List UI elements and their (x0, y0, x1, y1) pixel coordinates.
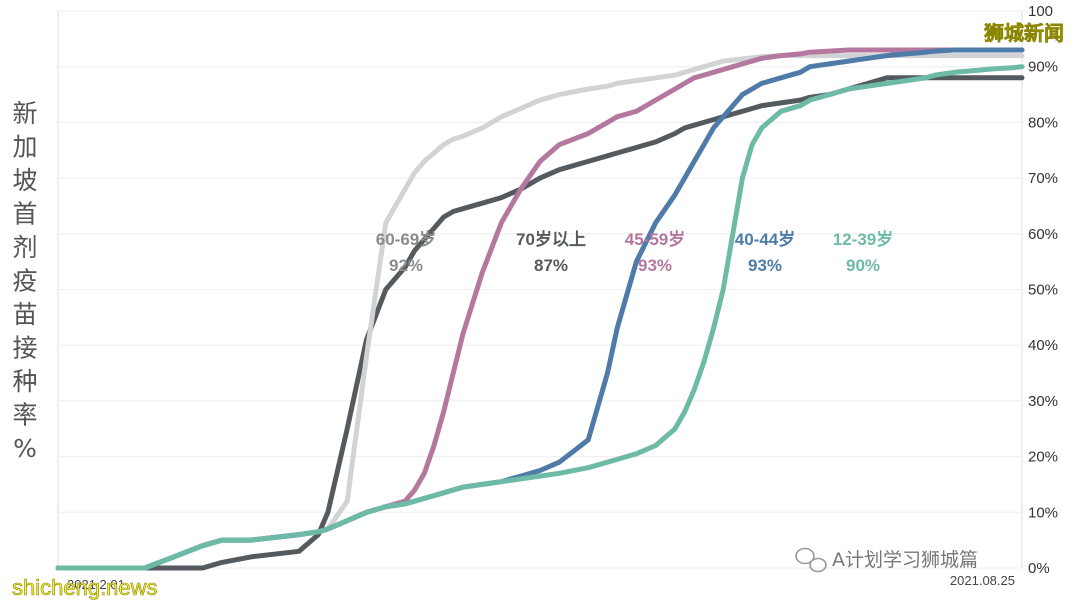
y-label-char: 首 (12, 200, 37, 229)
y-tick-label: 80% (1028, 114, 1058, 131)
x-start-label: 2021.2.01 (67, 577, 125, 592)
series-pct: 93% (748, 256, 782, 275)
series-pct: 92% (389, 256, 423, 275)
y-tick-label: 0% (1028, 560, 1050, 577)
y-label-char: 疫 (12, 267, 37, 296)
series-line (55, 53, 1025, 571)
y-tick-label: 30% (1028, 393, 1058, 410)
series-label: 60-69岁 (376, 229, 436, 249)
series-lines (55, 47, 1025, 571)
wechat-account-text: A计划学习狮城篇 (832, 549, 978, 571)
series-label: 45-59岁 (625, 229, 685, 249)
y-label-char: 新 (12, 99, 37, 128)
y-label-char: 坡 (12, 166, 37, 195)
y-label-char: 加 (12, 133, 37, 162)
x-axis-labels: 2021.2.01 2021.08.25 (67, 573, 1015, 592)
y-label-char: 剂 (12, 233, 37, 262)
y-label-char: 率 (12, 401, 37, 430)
series-line (55, 47, 1025, 571)
y-tick-label: 20% (1028, 449, 1058, 466)
watermark-bottom-left: shicheng.news (12, 575, 158, 600)
y-tick-label: 60% (1028, 226, 1058, 243)
y-tick-label: 90% (1028, 59, 1058, 76)
y-tick-label: 40% (1028, 337, 1058, 354)
series-label: 40-44岁 (735, 229, 795, 249)
y-tick-label: 10% (1028, 504, 1058, 521)
watermark-top-right: 狮城新闻 (984, 21, 1064, 45)
y-tick-label: 70% (1028, 170, 1058, 187)
wechat-icon (795, 547, 827, 573)
y-tick-label: 50% (1028, 282, 1058, 299)
series-pct: 90% (846, 256, 880, 275)
y-tick-label: 100 (1028, 3, 1053, 20)
series-pct: 87% (534, 256, 568, 275)
y-label-char: % (13, 434, 37, 463)
y-label-char: 接 (12, 334, 37, 363)
chart-grid (57, 10, 1023, 569)
y-label-char: 种 (12, 367, 37, 396)
y-axis-ticks: 100 90% 80% 70% 60% 50% 40% 30% 20% 10% 0% (1028, 3, 1058, 577)
x-end-label: 2021.08.25 (950, 573, 1015, 588)
y-label-char: 苗 (12, 300, 37, 329)
series-line (55, 64, 1025, 571)
series-label: 12-39岁 (833, 229, 893, 249)
series-line (55, 47, 1025, 571)
series-labels: 70岁以上 87% 60-69岁 92% 45-59岁 93% 40-44岁 93% 12-39… (376, 229, 893, 275)
series-line (55, 75, 1025, 571)
series-label: 70岁以上 (516, 229, 586, 249)
watermarks: 狮城新闻 shicheng.news A计划学习狮城篇 (12, 21, 1065, 601)
series-pct: 93% (638, 256, 672, 275)
